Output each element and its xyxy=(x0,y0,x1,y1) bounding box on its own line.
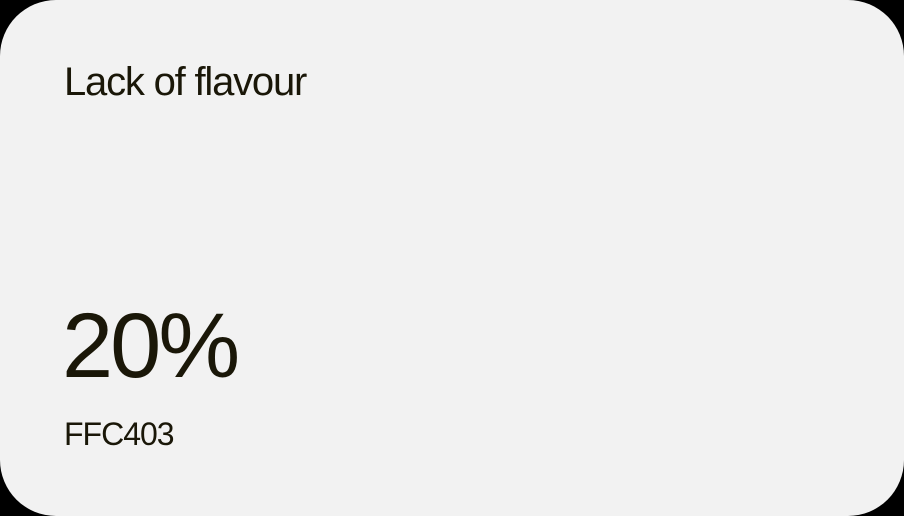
card-title: Lack of flavour xyxy=(64,60,307,104)
stat-value: 20% xyxy=(62,295,240,397)
color-code: FFC403 xyxy=(64,416,175,452)
